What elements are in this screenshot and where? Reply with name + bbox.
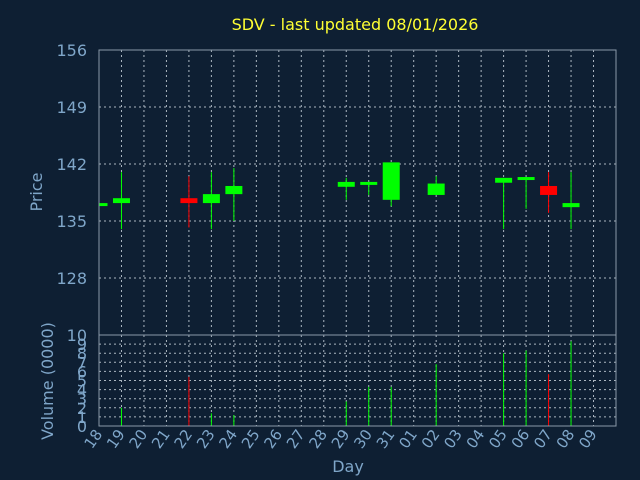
price-tick-label: 135 [56, 212, 87, 231]
candle-body [517, 177, 535, 181]
candle-body [360, 181, 378, 185]
volume-tick-label: 8 [77, 344, 87, 363]
volume-bars [98, 341, 572, 426]
candles [98, 162, 580, 230]
volume-tick-label: 6 [77, 362, 87, 381]
price-axis-label: Price [27, 172, 46, 211]
candle-body [337, 181, 355, 187]
volume-tick-label: 2 [77, 399, 87, 418]
volume-panel-frame [98, 334, 617, 427]
candle-body [99, 203, 108, 207]
volume-tick-label: 0 [77, 417, 87, 436]
volume-tick-label: 3 [77, 390, 87, 409]
price-y-ticks: 156 149 142 135 128 [56, 41, 87, 288]
candle-body [180, 198, 198, 204]
candle-body [562, 203, 580, 208]
price-tick-label: 156 [56, 41, 87, 60]
volume-tick-label: 10 [67, 326, 87, 345]
candle-body [495, 177, 513, 183]
volume-tick-label: 5 [77, 372, 87, 391]
volume-tick-label: 4 [77, 381, 87, 400]
volume-tick-label: 1 [77, 408, 87, 427]
price-tick-label: 142 [56, 155, 87, 174]
candle-body [382, 162, 400, 200]
candle-body [225, 185, 243, 195]
x-axis-label: Day [332, 457, 364, 476]
candle-body [112, 198, 130, 204]
price-tick-label: 128 [56, 269, 87, 288]
candle-body [540, 185, 558, 195]
chart-title: SDV - last updated 08/01/2026 [232, 15, 479, 34]
candle-body [202, 194, 220, 204]
volume-axis-label: Volume (0000) [38, 322, 57, 440]
volume-tick-label: 9 [77, 335, 87, 354]
volume-tick-label: 7 [77, 353, 87, 372]
candle-body [427, 183, 445, 195]
x-ticks: 1819202122232425262728293031010203040506… [81, 426, 601, 452]
price-tick-label: 149 [56, 98, 87, 117]
